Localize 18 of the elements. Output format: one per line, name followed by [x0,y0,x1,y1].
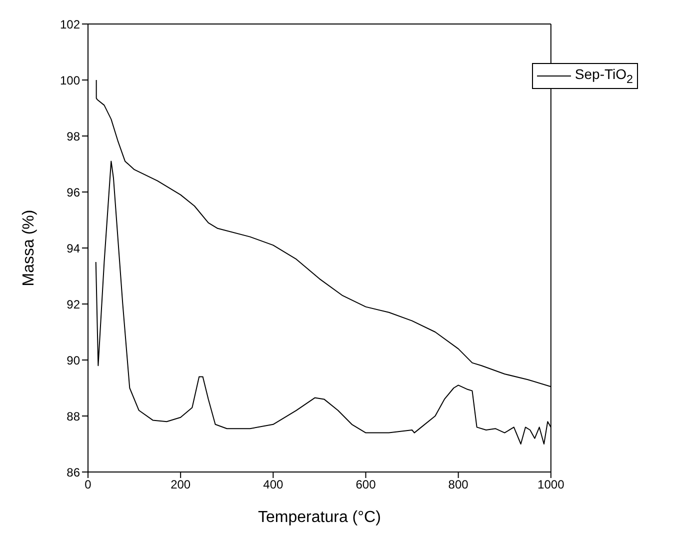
x-tick-label: 0 [84,478,92,492]
x-tick-label: 400 [263,478,284,492]
y-tick-label: 88 [66,409,80,424]
x-tick-label: 200 [170,478,191,492]
y-axis-title: Massa (%) [20,210,38,286]
y-tick-label: 100 [60,73,80,88]
y-tick-label: 92 [66,297,80,312]
y-tick-label: 98 [66,129,80,144]
x-tick-label: 1000 [538,478,565,492]
x-axis-title: Temperatura (°C) [258,509,381,526]
x-tick-label: 800 [448,478,469,492]
y-tick-label: 102 [60,17,80,32]
legend-label: Sep-TiO$_{2}$ [574,66,633,86]
y-tick-label: 96 [66,185,80,200]
y-tick-label: 86 [66,465,80,480]
y-tick-label: 94 [66,241,80,256]
y-tick-label: 90 [66,353,80,368]
x-tick-label: 600 [356,478,376,492]
